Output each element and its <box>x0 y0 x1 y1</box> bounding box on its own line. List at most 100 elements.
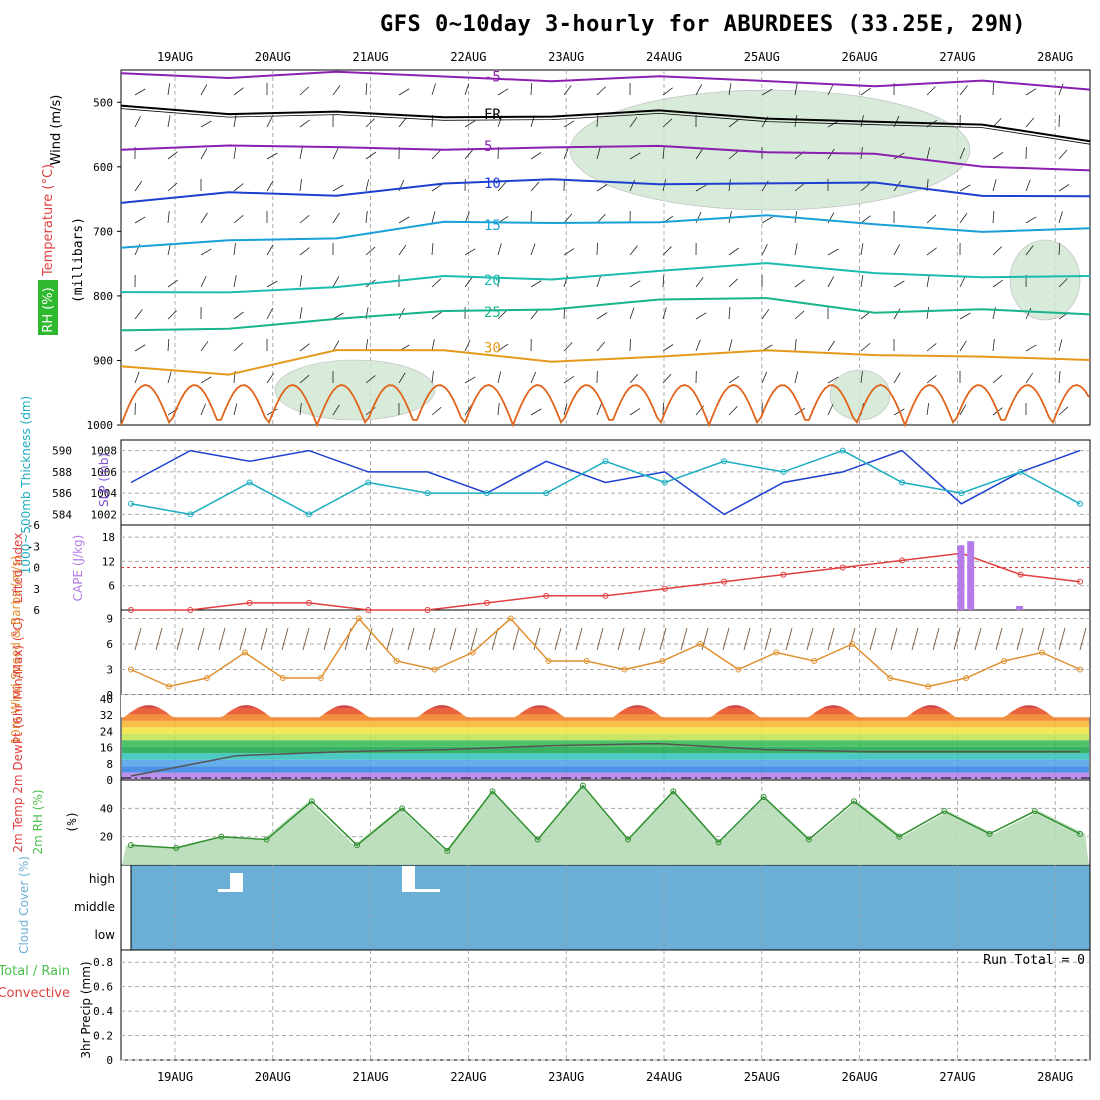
rh2m-point <box>1077 830 1083 837</box>
wind-barb <box>233 403 238 416</box>
wind-barb <box>299 247 310 256</box>
day-label-bottom: 25AUG <box>744 1070 780 1084</box>
wind-barb <box>761 308 770 320</box>
wind-barb <box>233 342 244 352</box>
thickness-tick: 584 <box>52 508 72 521</box>
temp-tick: 8 <box>106 758 113 771</box>
thickness-point <box>246 479 253 486</box>
wind-speed-line <box>130 617 1081 688</box>
wind-barb <box>596 147 601 160</box>
wind-barb <box>299 275 303 288</box>
surface-wind-barb <box>953 627 961 651</box>
rh2m-point <box>579 782 586 789</box>
wind-barb <box>728 179 731 192</box>
wind-barb <box>134 216 146 224</box>
wind-barb <box>1025 245 1034 256</box>
wind-barb <box>662 147 665 160</box>
wind-barb <box>662 274 665 288</box>
wind-speed-point <box>697 641 704 647</box>
wind-barb <box>365 118 375 128</box>
day-label-bottom: 26AUG <box>842 1070 878 1084</box>
surface-wind-barb <box>260 627 268 651</box>
pressure-tick: 800 <box>93 290 113 303</box>
wind-barb <box>959 213 968 224</box>
wind-barb <box>431 339 435 352</box>
wind-speed-point <box>355 615 362 622</box>
wind-barb <box>695 84 703 96</box>
wind-barb <box>299 403 302 416</box>
contour-label: 30 <box>484 341 501 357</box>
rh-tick: 40 <box>100 802 113 815</box>
cloud-level-label: middle <box>74 900 115 914</box>
day-label-top: 19AUG <box>157 50 193 64</box>
wind-barb <box>860 275 864 288</box>
wind-barb <box>497 343 509 352</box>
contour-label: FR <box>484 107 501 123</box>
wind-barb <box>761 216 773 224</box>
contour-line <box>120 108 1091 145</box>
wind-barb <box>497 243 502 256</box>
wind-barb <box>497 310 507 320</box>
precip-tick: 0.6 <box>93 981 113 994</box>
li-tick: 3 <box>33 583 40 596</box>
cloud-bar <box>415 889 440 892</box>
wind-barb <box>629 116 638 128</box>
day-label-top: 26AUG <box>842 50 878 64</box>
day-label-bottom: 21AUG <box>353 1070 389 1084</box>
wind-speed-point <box>507 615 514 622</box>
wind-barb <box>893 244 900 256</box>
wind-barb <box>299 119 310 128</box>
wind-barb <box>761 371 768 384</box>
wind-barb <box>464 404 472 416</box>
surface-wind-barb <box>995 627 1003 651</box>
rh-shade <box>1009 239 1081 321</box>
wind-barb <box>233 215 244 224</box>
wind-barb <box>860 182 871 192</box>
rh2m-line <box>130 784 1081 852</box>
day-label-bottom: 28AUG <box>1037 1070 1073 1084</box>
wind-barb <box>233 147 237 160</box>
wind-barb <box>1025 372 1034 384</box>
wind-barb <box>431 243 434 256</box>
wind-barb <box>728 339 733 352</box>
rh-legend-swatch <box>38 280 58 335</box>
temp-band <box>122 714 1089 721</box>
wind-barb <box>827 340 835 352</box>
wind-barb <box>596 403 602 416</box>
wind-barb <box>530 408 542 416</box>
contour-label: 15 <box>484 218 501 234</box>
wind-barb <box>563 248 575 256</box>
wind-barb <box>893 280 905 288</box>
surface-wind-barb <box>449 627 457 651</box>
wind-barb <box>464 120 476 128</box>
axis-label: 1000~500mb Thickness (dm) <box>19 396 33 574</box>
surface-wind-barb <box>974 627 982 651</box>
axis-label: 2m Temp 2m DewPt (6hr Min/Max) (°C) <box>11 617 25 852</box>
wind-barb <box>1058 406 1069 416</box>
cloud-bar <box>218 889 243 892</box>
contour-line <box>120 178 1091 204</box>
wind-barb <box>1058 149 1068 160</box>
wind-barb <box>563 375 575 384</box>
wind-barb <box>530 82 533 96</box>
surface-wind-barb <box>890 627 898 651</box>
wind-barb <box>332 184 344 192</box>
wind-barb <box>332 212 340 224</box>
wind-barb <box>398 117 407 128</box>
lifted-index-line <box>131 552 1081 611</box>
wind-barb <box>266 152 278 160</box>
wind-barb <box>266 308 273 320</box>
wind-barb <box>200 376 212 384</box>
cape-bar <box>967 541 975 610</box>
day-label-top: 28AUG <box>1037 50 1073 64</box>
wind-barb <box>596 312 608 320</box>
wind-barb <box>695 184 707 192</box>
wind-barb <box>662 373 672 384</box>
rh2m-point <box>851 798 858 805</box>
wind-barb <box>926 275 930 288</box>
wind-barb <box>299 214 310 224</box>
wind-barb <box>662 87 673 96</box>
li-tick: 6 <box>33 604 40 617</box>
wind-barb <box>926 403 930 416</box>
